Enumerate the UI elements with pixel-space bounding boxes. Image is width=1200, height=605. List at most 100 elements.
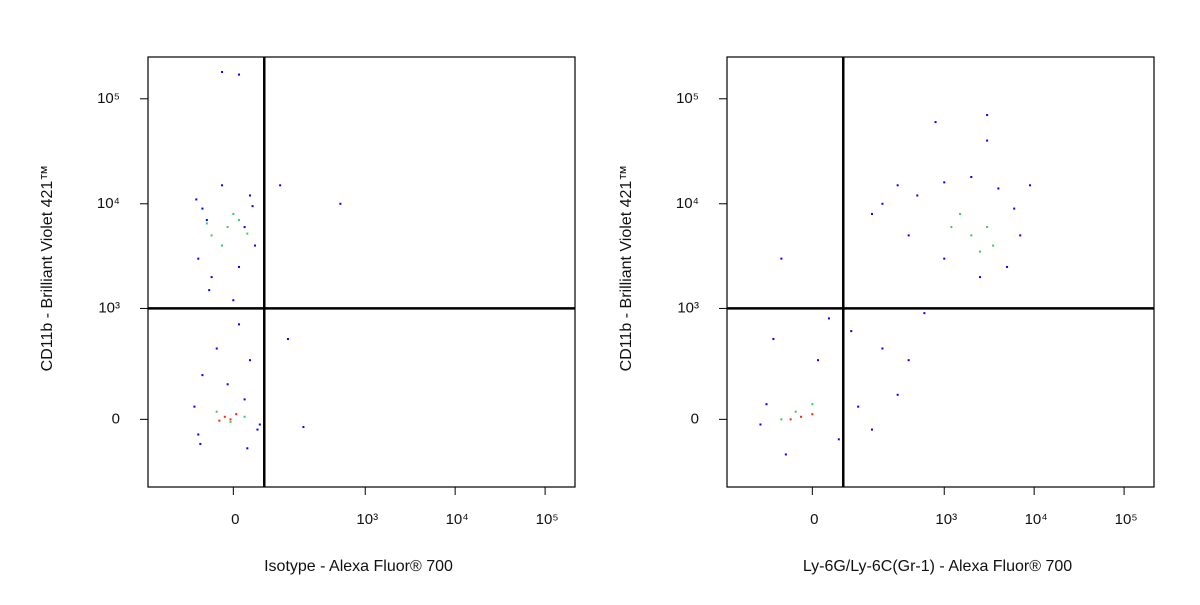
event-dot bbox=[870, 212, 873, 215]
event-dot bbox=[197, 257, 200, 260]
event-dot bbox=[201, 374, 204, 377]
event-dot bbox=[229, 420, 232, 423]
event-dot bbox=[221, 184, 224, 187]
y-tick-label: 10³ bbox=[677, 299, 699, 316]
event-dot bbox=[784, 453, 787, 456]
x-tick-label: 10³ bbox=[356, 511, 378, 528]
event-dot bbox=[193, 405, 196, 408]
event-dot bbox=[811, 413, 814, 416]
event-dot bbox=[986, 226, 989, 229]
y-tick-label: 10⁴ bbox=[676, 195, 699, 212]
event-dot bbox=[258, 423, 261, 426]
event-dot bbox=[251, 205, 254, 208]
event-dot bbox=[238, 73, 241, 76]
event-dot bbox=[197, 433, 200, 436]
event-dot bbox=[943, 181, 946, 184]
event-dot bbox=[243, 398, 246, 401]
event-dot bbox=[221, 70, 224, 73]
event-dot bbox=[210, 276, 213, 279]
event-dot bbox=[992, 244, 995, 247]
event-dot bbox=[765, 403, 768, 406]
event-dot bbox=[857, 405, 860, 408]
event-dot bbox=[215, 347, 218, 350]
event-dot bbox=[978, 250, 981, 253]
x-tick-label: 10⁵ bbox=[1115, 511, 1138, 528]
event-dot bbox=[254, 244, 257, 247]
event-dot bbox=[246, 447, 249, 450]
event-dot bbox=[986, 114, 989, 117]
event-dot bbox=[881, 202, 884, 205]
event-dot bbox=[950, 226, 953, 229]
y-axis-label: CD11b - Brilliant Violet 421™ bbox=[39, 165, 56, 372]
event-dot bbox=[221, 244, 224, 247]
x-tick-label: 0 bbox=[810, 511, 818, 528]
y-tick-label: 10³ bbox=[98, 299, 120, 316]
x-axis-label: Isotype - Alexa Fluor® 700 bbox=[264, 558, 453, 575]
event-dot bbox=[243, 415, 246, 418]
event-dot bbox=[215, 410, 218, 413]
event-dot bbox=[208, 289, 211, 292]
event-dot bbox=[916, 194, 919, 197]
x-tick-label: 10⁵ bbox=[536, 511, 559, 528]
event-dot bbox=[978, 276, 981, 279]
y-axis-label: CD11b - Brilliant Violet 421™ bbox=[618, 165, 635, 372]
event-dot bbox=[218, 419, 221, 422]
event-dot bbox=[817, 359, 820, 362]
event-dot bbox=[800, 415, 803, 418]
x-tick-label: 10³ bbox=[935, 511, 957, 528]
event-dot bbox=[229, 418, 232, 421]
event-dot bbox=[223, 415, 226, 418]
event-dot bbox=[256, 428, 259, 431]
x-axis-label: Ly-6G/Ly-6C(Gr-1) - Alexa Fluor® 700 bbox=[803, 558, 1072, 575]
event-dot bbox=[339, 202, 342, 205]
event-dot bbox=[907, 234, 910, 237]
event-dot bbox=[997, 187, 1000, 190]
event-dot bbox=[235, 413, 238, 416]
event-dot bbox=[811, 403, 814, 406]
event-dot bbox=[226, 226, 229, 229]
event-dot bbox=[1019, 234, 1022, 237]
event-dot bbox=[248, 194, 251, 197]
event-dot bbox=[772, 338, 775, 341]
event-dot bbox=[907, 359, 910, 362]
event-dot bbox=[1029, 184, 1032, 187]
event-dot bbox=[205, 219, 208, 222]
event-dot bbox=[870, 428, 873, 431]
x-tick-label: 0 bbox=[231, 511, 239, 528]
event-dot bbox=[896, 184, 899, 187]
y-tick-label: 10⁵ bbox=[97, 90, 120, 107]
event-dot bbox=[789, 418, 792, 421]
event-dot bbox=[232, 212, 235, 215]
event-dot bbox=[232, 299, 235, 302]
event-dot bbox=[210, 234, 213, 237]
event-dot bbox=[195, 198, 198, 201]
event-dot bbox=[759, 423, 762, 426]
event-dot bbox=[238, 265, 241, 268]
event-dot bbox=[780, 257, 783, 260]
event-dot bbox=[794, 410, 797, 413]
event-dot bbox=[881, 347, 884, 350]
event-dot bbox=[934, 121, 937, 124]
event-dot bbox=[286, 338, 289, 341]
event-dot bbox=[246, 232, 249, 235]
event-dot bbox=[199, 442, 202, 445]
event-dot bbox=[780, 418, 783, 421]
event-dot bbox=[226, 383, 229, 386]
event-dot bbox=[837, 438, 840, 441]
y-tick-label: 0 bbox=[112, 410, 120, 427]
event-dot bbox=[279, 184, 282, 187]
event-dot bbox=[1006, 265, 1009, 268]
y-tick-label: 10⁵ bbox=[676, 90, 699, 107]
event-dot bbox=[970, 175, 973, 178]
event-dot bbox=[238, 323, 241, 326]
event-dot bbox=[986, 139, 989, 142]
event-dot bbox=[943, 257, 946, 260]
x-tick-label: 10⁴ bbox=[1025, 511, 1048, 528]
y-tick-label: 0 bbox=[691, 410, 699, 427]
event-dot bbox=[205, 222, 208, 225]
event-dot bbox=[959, 212, 962, 215]
event-dot bbox=[850, 330, 853, 333]
event-dot bbox=[896, 393, 899, 396]
event-dot bbox=[201, 207, 204, 210]
